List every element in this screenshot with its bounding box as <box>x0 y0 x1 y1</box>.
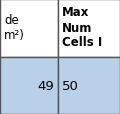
Bar <box>58 57 120 114</box>
Bar <box>0 57 58 114</box>
Text: Max
Num
Cells I: Max Num Cells I <box>62 6 102 49</box>
Text: de
m²): de m²) <box>4 14 25 42</box>
Bar <box>58 0 120 57</box>
Text: 49: 49 <box>37 79 54 92</box>
Text: 50: 50 <box>62 79 79 92</box>
Bar <box>0 0 58 57</box>
